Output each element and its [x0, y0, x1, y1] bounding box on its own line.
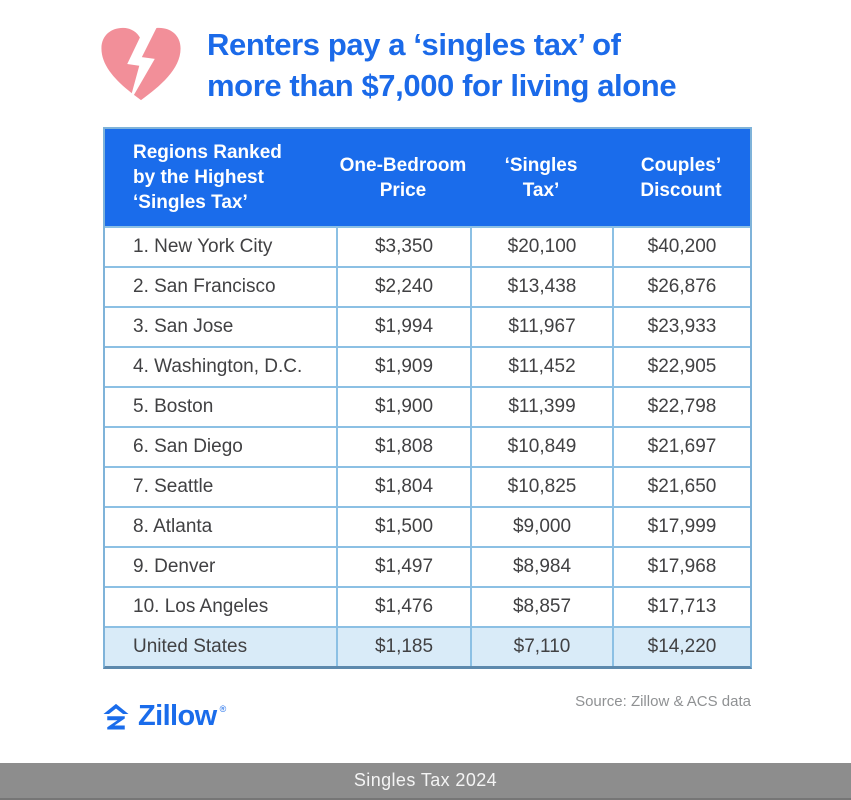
column-header-singles-tax: ‘Singles Tax’: [504, 154, 578, 201]
zillow-wordmark: Zillow: [138, 700, 217, 732]
region-cell: 9. Denver: [133, 556, 216, 577]
region-cell: 5. Boston: [133, 396, 214, 417]
value-cell: $8,857: [470, 588, 612, 626]
value-cell: $22,798: [612, 388, 750, 426]
value-cell: $10,849: [470, 428, 612, 466]
table-summary-row: United States $1,185 $7,110 $14,220: [105, 626, 750, 666]
value-cell: $1,185: [336, 628, 470, 666]
value-cell: $11,967: [470, 308, 612, 346]
value-cell: $20,100: [470, 228, 612, 266]
table-row: 2. San Francisco $2,240 $13,438 $26,876: [105, 266, 750, 306]
value-cell: $21,650: [612, 468, 750, 506]
column-header-regions: Regions Ranked by the Highest ‘Singles T…: [133, 142, 282, 213]
broken-heart-lightning-icon: [101, 24, 181, 104]
column-header-couples-discount: Couples’ Discount: [640, 154, 722, 201]
value-cell: $22,905: [612, 348, 750, 386]
value-cell: $17,713: [612, 588, 750, 626]
value-cell: $11,452: [470, 348, 612, 386]
table-header-row: Regions Ranked by the Highest ‘Singles T…: [105, 129, 750, 226]
value-cell: $17,968: [612, 548, 750, 586]
value-cell: $2,240: [336, 268, 470, 306]
value-cell: $1,497: [336, 548, 470, 586]
region-cell: 3. San Jose: [133, 316, 234, 337]
column-header-one-bedroom-price: One-Bedroom Price: [339, 154, 467, 201]
zillow-house-z-icon: [103, 703, 129, 729]
value-cell: $11,399: [470, 388, 612, 426]
source-note: Source: Zillow & ACS data: [575, 693, 751, 710]
bottom-bar-label: Singles Tax 2024: [353, 770, 498, 790]
region-cell: 10. Los Angeles: [133, 596, 269, 617]
table-row: 6. San Diego $1,808 $10,849 $21,697: [105, 426, 750, 466]
table-row: 9. Denver $1,497 $8,984 $17,968: [105, 546, 750, 586]
region-cell: United States: [133, 636, 248, 657]
registered-trademark-mark: ®: [219, 704, 227, 714]
zillow-logo: Zillow ®: [101, 700, 226, 733]
table-row: 5. Boston $1,900 $11,399 $22,798: [105, 386, 750, 426]
table-row: 1. New York City $3,350 $20,100 $40,200: [105, 226, 750, 266]
region-cell: 8. Atlanta: [133, 516, 213, 537]
value-cell: $1,808: [336, 428, 470, 466]
value-cell: $10,825: [470, 468, 612, 506]
page-title-line1: Renters pay a ‘singles tax’ of: [207, 27, 621, 62]
value-cell: $1,476: [336, 588, 470, 626]
value-cell: $26,876: [612, 268, 750, 306]
region-cell: 2. San Francisco: [133, 276, 276, 297]
value-cell: $1,994: [336, 308, 470, 346]
singles-tax-table: Regions Ranked by the Highest ‘Singles T…: [103, 127, 752, 669]
value-cell: $1,804: [336, 468, 470, 506]
value-cell: $7,110: [470, 628, 612, 666]
value-cell: $23,933: [612, 308, 750, 346]
value-cell: $14,220: [612, 628, 750, 666]
table-row: 10. Los Angeles $1,476 $8,857 $17,713: [105, 586, 750, 626]
value-cell: $1,909: [336, 348, 470, 386]
table-row: 3. San Jose $1,994 $11,967 $23,933: [105, 306, 750, 346]
page-title: Renters pay a ‘singles tax’ of more than…: [207, 24, 767, 106]
value-cell: $3,350: [336, 228, 470, 266]
table-body: 1. New York City $3,350 $20,100 $40,200 2. S…: [105, 226, 750, 666]
region-cell: 7. Seattle: [133, 476, 214, 497]
value-cell: $17,999: [612, 508, 750, 546]
page-title-line2: more than $7,000 for living alone: [207, 68, 677, 103]
value-cell: $1,500: [336, 508, 470, 546]
value-cell: $13,438: [470, 268, 612, 306]
value-cell: $1,900: [336, 388, 470, 426]
table-row: 7. Seattle $1,804 $10,825 $21,650: [105, 466, 750, 506]
region-cell: 1. New York City: [133, 236, 273, 257]
table-row: 4. Washington, D.C. $1,909 $11,452 $22,905: [105, 346, 750, 386]
region-cell: 4. Washington, D.C.: [133, 356, 303, 377]
value-cell: $21,697: [612, 428, 750, 466]
value-cell: $40,200: [612, 228, 750, 266]
bottom-bar: Singles Tax 2024: [0, 763, 851, 800]
value-cell: $9,000: [470, 508, 612, 546]
table-row: 8. Atlanta $1,500 $9,000 $17,999: [105, 506, 750, 546]
value-cell: $8,984: [470, 548, 612, 586]
region-cell: 6. San Diego: [133, 436, 243, 457]
